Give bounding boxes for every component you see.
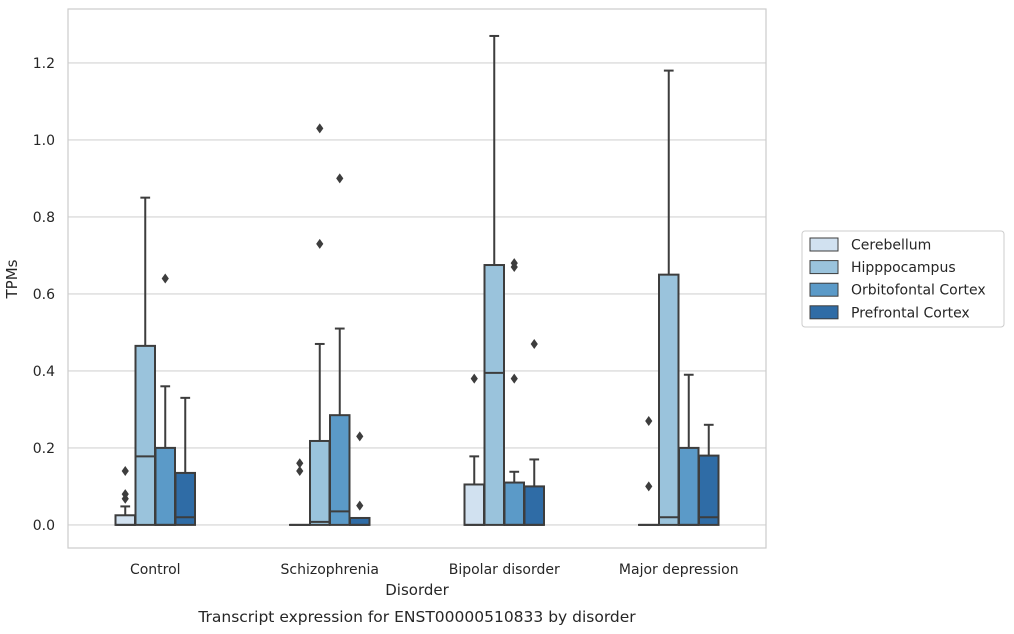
box (329, 414, 351, 526)
box-group (349, 431, 371, 526)
box-group (698, 423, 720, 526)
outlier-point (161, 273, 169, 284)
legend-frame (801, 230, 1005, 328)
box-group (523, 338, 545, 526)
box-group (289, 458, 311, 526)
box (463, 483, 485, 526)
x-tick-label: Bipolar disorder (449, 562, 560, 578)
y-tick-label: 0.8 (33, 210, 55, 226)
outlier-point (530, 338, 538, 349)
outlier-point (296, 466, 304, 476)
x-tick-label: Major depression (619, 562, 739, 578)
legend-swatch (809, 305, 839, 320)
legend-label: Cerebellum (851, 238, 931, 254)
y-tick-label: 1.2 (33, 56, 55, 72)
outlier-point (121, 489, 129, 500)
y-tick-label: 1.0 (33, 133, 55, 149)
legend-swatch (809, 260, 839, 275)
box-plots (114, 34, 720, 526)
box-group (114, 466, 136, 526)
box (174, 471, 196, 526)
box (154, 446, 176, 526)
box-group (174, 396, 196, 526)
box (658, 273, 680, 526)
x-axis-title: Disorder (385, 581, 449, 599)
y-tick-label: 0.6 (33, 287, 55, 303)
box-group (638, 415, 660, 526)
outlier-point (645, 481, 653, 492)
box-group (503, 258, 525, 526)
box (309, 439, 331, 526)
legend-label: Orbitofontal Cortex (851, 283, 986, 299)
outlier-point (316, 123, 324, 134)
x-tick-label: Control (130, 562, 181, 578)
y-tick-label: 0.2 (33, 441, 55, 457)
legend-swatch (809, 282, 839, 297)
y-tick-labels: 0.0 0.2 0.4 0.6 0.8 1.0 1.2 (33, 56, 55, 534)
y-tick-label: 0.0 (33, 518, 55, 534)
box (483, 264, 505, 526)
box-group (134, 196, 156, 526)
outlier-point (336, 173, 344, 184)
box-group (658, 69, 680, 526)
outlier-point (316, 238, 324, 249)
box-group (329, 173, 351, 526)
box (503, 481, 525, 526)
chart-caption: Transcript expression for ENST0000051083… (197, 608, 636, 626)
legend-swatch (809, 237, 839, 252)
box (698, 454, 720, 526)
box (678, 446, 700, 526)
box-group (483, 34, 505, 526)
box-group (463, 373, 485, 526)
outlier-point (510, 373, 518, 384)
outlier-point (470, 373, 478, 384)
box (523, 485, 545, 526)
plot-frame (67, 8, 767, 549)
y-axis-title: TPMs (3, 259, 21, 299)
legend: Cerebellum Hipppocampus Orbitofontal Corte… (801, 230, 1005, 328)
box (134, 344, 156, 526)
outlier-point (356, 431, 364, 442)
y-tick-label: 0.4 (33, 364, 55, 380)
legend-label: Prefrontal Cortex (851, 305, 970, 321)
legend-label: Hipppocampus (851, 260, 956, 276)
box-group (154, 273, 176, 526)
x-tick-label: Schizophrenia (281, 562, 379, 578)
box (114, 514, 136, 526)
box (349, 516, 371, 526)
outlier-point (121, 466, 129, 476)
x-tick-labels: Control Schizophrenia Bipolar disorder Majo… (130, 562, 739, 578)
outlier-point (645, 415, 653, 426)
outlier-point (510, 258, 518, 269)
outlier-point (356, 500, 364, 511)
outlier-point (296, 458, 304, 469)
